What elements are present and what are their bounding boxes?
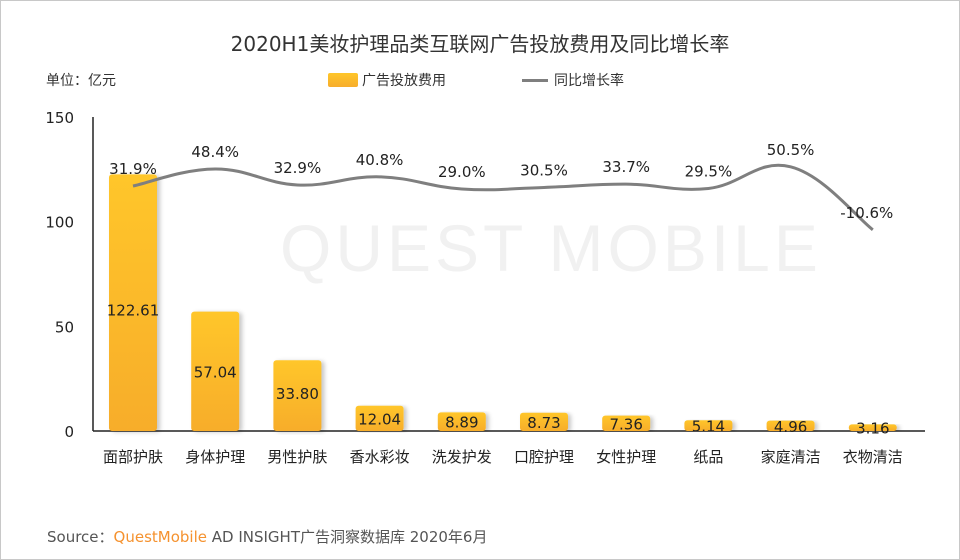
x-tick-label: 女性护理 xyxy=(596,448,656,466)
line-value-label: 32.9% xyxy=(274,159,322,177)
legend-line-label: 同比增长率 xyxy=(554,73,624,89)
legend-line-swatch xyxy=(522,78,548,82)
bar xyxy=(684,420,733,431)
bar xyxy=(191,311,240,431)
legend-bar-swatch xyxy=(328,73,358,87)
bar-value-label: 8.89 xyxy=(445,414,478,432)
line-value-label: 29.5% xyxy=(685,162,733,180)
bar xyxy=(109,174,157,431)
y-tick-label: 0 xyxy=(64,423,74,441)
source-note: Source：QuestMobile AD INSIGHT广告洞察数据库 202… xyxy=(47,526,487,547)
bar xyxy=(602,415,651,431)
x-tick-label: 面部护肤 xyxy=(103,448,163,466)
x-tick-label: 香水彩妆 xyxy=(350,448,410,466)
source-rest: AD INSIGHT广告洞察数据库 2020年6月 xyxy=(206,528,488,546)
x-tick-label: 口腔护理 xyxy=(514,448,574,466)
line-value-label: 30.5% xyxy=(520,161,568,179)
bar xyxy=(766,420,815,431)
line-value-label: 33.7% xyxy=(602,158,650,176)
legend-item-line: 同比增长率 xyxy=(522,70,624,90)
bar xyxy=(273,360,322,431)
bar xyxy=(355,405,404,431)
unit-label: 单位：亿元 xyxy=(46,73,116,89)
bar xyxy=(437,412,486,431)
x-tick-label: 衣物清洁 xyxy=(843,448,903,466)
source-prefix: Source： xyxy=(47,528,114,546)
bar-value-label: 12.04 xyxy=(358,410,401,428)
y-tick-label: 150 xyxy=(45,109,74,127)
legend-item-bar: 广告投放费用 xyxy=(328,70,446,90)
x-tick-label: 洗发护发 xyxy=(432,448,492,466)
bar-value-label: 5.14 xyxy=(692,418,725,436)
bar-value-label: 7.36 xyxy=(609,415,642,433)
source-brand: QuestMobile xyxy=(113,528,207,546)
bar-value-label: 4.96 xyxy=(774,418,807,436)
bar xyxy=(848,424,897,431)
bar-value-label: 33.80 xyxy=(276,385,319,403)
y-tick-label: 50 xyxy=(55,318,74,336)
chart-title: 2020H1美妆护理品类互联网广告投放费用及同比增长率 xyxy=(230,32,730,56)
watermark: QUEST MOBILE xyxy=(280,211,822,285)
bar-value-label: 3.16 xyxy=(856,420,889,438)
x-tick-label: 男性护肤 xyxy=(267,448,327,466)
line-value-label: 40.8% xyxy=(356,151,404,169)
line-value-label: 48.4% xyxy=(191,143,239,161)
bar-value-label: 8.73 xyxy=(527,414,560,432)
bar-value-label: 57.04 xyxy=(194,363,237,381)
y-tick-label: 100 xyxy=(45,214,74,232)
bar xyxy=(520,412,568,431)
line-value-label: 50.5% xyxy=(767,141,815,159)
legend-bar-label: 广告投放费用 xyxy=(362,73,446,89)
x-tick-label: 身体护理 xyxy=(185,448,245,466)
line-value-label: -10.6% xyxy=(840,204,893,222)
growth-rate-line xyxy=(132,163,874,231)
x-tick-label: 纸品 xyxy=(693,448,723,466)
line-value-label: 29.0% xyxy=(438,163,486,181)
x-tick-label: 家庭清洁 xyxy=(761,448,821,466)
line-value-label: 31.9% xyxy=(109,160,157,178)
bar-value-label: 122.61 xyxy=(107,302,160,320)
